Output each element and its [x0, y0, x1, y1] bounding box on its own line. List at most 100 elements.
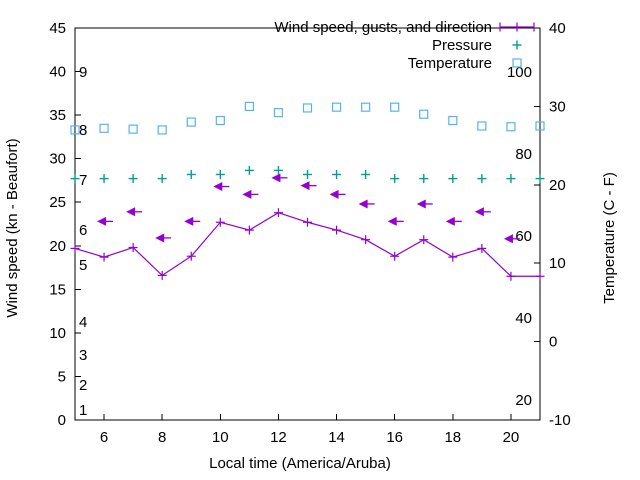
- y-tick-label-right: 10: [549, 255, 566, 272]
- beaufort-label-4: 4: [79, 314, 87, 331]
- pressure-scale-label-80: 80: [515, 146, 532, 163]
- gust-arrow: [445, 216, 462, 226]
- wind-speed-point: [535, 271, 545, 281]
- wind-speed-point: [244, 225, 254, 235]
- legend-label-2: Temperature: [408, 55, 492, 72]
- gust-arrow: [126, 207, 143, 217]
- pressure-point: [70, 174, 80, 184]
- x-tick-label: 14: [328, 429, 345, 446]
- arrow-head: [242, 189, 252, 199]
- arrow-head: [445, 216, 455, 226]
- pressure-point: [99, 174, 109, 184]
- gust-arrow: [358, 199, 375, 209]
- beaufort-label-6: 6: [79, 222, 87, 239]
- x-tick-label: 20: [503, 429, 520, 446]
- temperature-point: [273, 108, 284, 118]
- wind-speed-point: [477, 243, 487, 253]
- temperature-point: [99, 123, 109, 133]
- x-tick-label: 8: [158, 429, 166, 446]
- y-tick-label-left: 20: [49, 238, 66, 255]
- temperature-point: [535, 121, 545, 131]
- temperature-point: [331, 102, 342, 112]
- arrow-head: [213, 182, 223, 192]
- y-tick-label-left: 30: [49, 151, 66, 168]
- y-tick-label-right: -10: [549, 412, 571, 429]
- legend-key-square-2: [512, 58, 522, 68]
- gust-arrow: [155, 233, 172, 243]
- x-tick-label: 12: [270, 429, 287, 446]
- temperature-point: [244, 101, 254, 112]
- wind-speed-point: [128, 243, 138, 253]
- temperature-point: [302, 103, 313, 113]
- pressure-point: [244, 165, 254, 175]
- beaufort-label-3: 3: [79, 347, 87, 364]
- y-tick-label-right: 0: [549, 334, 557, 351]
- arrow-head: [358, 199, 368, 209]
- plot-border: [74, 27, 541, 421]
- y-tick-label-left: 40: [49, 64, 66, 81]
- gust-arrow: [271, 173, 288, 183]
- y-tick-label-left: 5: [58, 368, 66, 385]
- arrow-head: [271, 173, 281, 183]
- beaufort-label-2: 2: [79, 377, 87, 394]
- gust-arrow: [184, 216, 201, 226]
- temperature-point: [419, 109, 429, 119]
- pressure-point: [477, 174, 487, 184]
- pressure-scale-label-60: 60: [515, 228, 532, 245]
- pressure-point: [506, 174, 516, 184]
- pressure-point: [448, 174, 458, 184]
- x-axis-title: Local time (America/Aruba): [209, 455, 391, 472]
- arrow-head: [474, 207, 484, 217]
- wind-speed-point: [361, 235, 371, 245]
- pressure-point: [419, 174, 429, 184]
- wind-speed-point: [448, 252, 458, 262]
- gust-arrow: [300, 181, 317, 191]
- temperature-point: [186, 117, 196, 127]
- arrow-head: [503, 234, 513, 244]
- pressure-point: [215, 170, 225, 179]
- beaufort-label-1: 1: [79, 402, 87, 419]
- y-axis-title-left: Wind speed (kn - Beaufort): [4, 138, 21, 317]
- temperature-point: [361, 102, 371, 112]
- wind-speed-point: [303, 217, 312, 227]
- temperature-point: [448, 115, 458, 126]
- arrow-head: [300, 181, 310, 191]
- pressure-point: [186, 170, 196, 179]
- y-tick-label-left: 10: [49, 325, 66, 342]
- arrow-head: [416, 199, 426, 209]
- beaufort-label-5: 5: [79, 257, 87, 274]
- wind-speed-point: [186, 251, 196, 261]
- arrow-head: [329, 189, 339, 199]
- temperature-point: [477, 121, 487, 131]
- wind-speed-point: [273, 208, 283, 218]
- temperature-point: [70, 125, 80, 135]
- x-tick-label: 16: [386, 429, 403, 446]
- y-tick-label-left: 15: [49, 281, 66, 298]
- legend-label-1: Pressure: [432, 37, 492, 54]
- pressure-point: [332, 170, 342, 179]
- gust-arrow: [97, 216, 114, 226]
- wind-speed-point: [215, 217, 225, 227]
- pressure-point: [128, 174, 138, 184]
- legend-label-0: Wind speed, gusts, and direction: [274, 19, 492, 36]
- wind-speed-point: [157, 270, 167, 280]
- arrow-head: [184, 216, 194, 226]
- x-tick-label: 10: [212, 429, 229, 446]
- gust-arrow: [387, 216, 404, 226]
- gust-arrow: [503, 234, 520, 244]
- x-tick-label: 18: [444, 429, 461, 446]
- wind-speed-point: [419, 235, 429, 245]
- wind-speed-point: [70, 243, 80, 253]
- pressure-scale-label-40: 40: [515, 310, 532, 327]
- pressure-point: [157, 174, 167, 184]
- y-tick-label-left: 45: [49, 20, 66, 37]
- wind-speed-point: [99, 252, 109, 262]
- y-tick-label-right: 30: [549, 98, 566, 115]
- temperature-point: [506, 122, 516, 132]
- temperature-point: [215, 115, 225, 126]
- wind-speed-point: [506, 271, 516, 281]
- y-tick-label-right: 40: [549, 20, 566, 37]
- pressure-scale-label-20: 20: [515, 392, 532, 409]
